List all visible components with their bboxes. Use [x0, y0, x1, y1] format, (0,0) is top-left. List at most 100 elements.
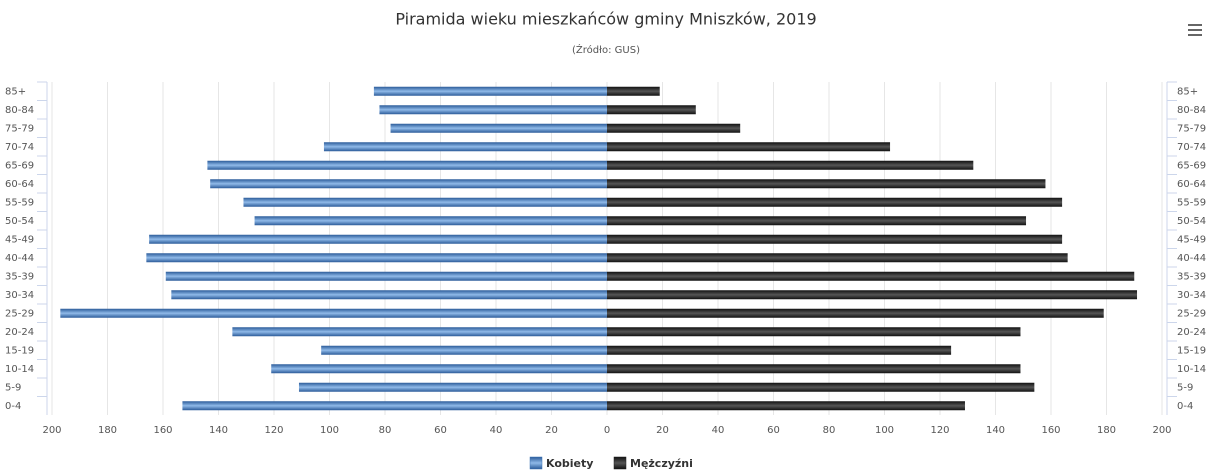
bar: [607, 327, 1021, 337]
y-tick-label: 50-54: [1177, 216, 1206, 227]
bar: [607, 142, 891, 152]
bar: [149, 234, 607, 244]
bar: [379, 105, 607, 115]
bar: [60, 308, 607, 318]
chart-subtitle: (Źródło: GUS): [572, 43, 640, 56]
y-tick-label: 75-79: [5, 123, 34, 134]
bar: [243, 197, 607, 207]
y-tick-label: 60-64: [5, 179, 34, 190]
x-tick-label: 120: [264, 425, 283, 436]
chart-title: Piramida wieku mieszkańców gminy Mniszkó…: [395, 10, 816, 29]
bar: [210, 179, 608, 189]
bar: [607, 382, 1035, 392]
bar: [146, 253, 607, 263]
y-tick-label: 45-49: [5, 234, 34, 245]
menu-button[interactable]: [1188, 24, 1202, 36]
bar: [271, 364, 607, 374]
bar: [607, 364, 1021, 374]
y-tick-label: 5-9: [5, 382, 21, 393]
x-tick-label: 180: [1097, 425, 1116, 436]
bar: [607, 105, 696, 115]
bar: [607, 271, 1135, 281]
x-tick-label: 160: [1041, 425, 1060, 436]
y-tick-label: 35-39: [1177, 271, 1206, 282]
x-tick-label: 140: [986, 425, 1005, 436]
y-tick-label: 75-79: [1177, 123, 1206, 134]
x-tick-label: 80: [379, 425, 392, 436]
x-tick-label: 100: [875, 425, 894, 436]
bar: [321, 345, 607, 355]
y-tick-label: 35-39: [5, 271, 34, 282]
legend-label: Kobiety: [546, 457, 593, 470]
bar: [607, 290, 1138, 300]
bar: [232, 327, 607, 337]
y-tick-label: 0-4: [5, 401, 21, 412]
x-tick-label: 200: [42, 425, 61, 436]
x-tick-label: 40: [490, 425, 503, 436]
y-tick-label: 60-64: [1177, 179, 1206, 190]
bar: [607, 179, 1046, 189]
y-tick-label: 40-44: [1177, 253, 1206, 264]
x-tick-label: 60: [767, 425, 780, 436]
bar: [171, 290, 607, 300]
x-tick-label: 80: [823, 425, 836, 436]
bar: [607, 86, 660, 96]
x-tick-label: 40: [712, 425, 725, 436]
y-tick-label: 30-34: [5, 290, 34, 301]
bar: [254, 216, 607, 226]
y-tick-label: 20-24: [1177, 327, 1206, 338]
y-tick-label: 85+: [1177, 86, 1198, 97]
y-tick-label: 50-54: [5, 216, 34, 227]
y-tick-label: 80-84: [5, 105, 34, 116]
bar: [373, 86, 607, 96]
y-tick-label: 70-74: [5, 142, 34, 153]
y-tick-label: 80-84: [1177, 105, 1206, 116]
y-tick-label: 55-59: [1177, 197, 1206, 208]
bar: [607, 160, 974, 170]
y-tick-label: 65-69: [1177, 160, 1206, 171]
y-tick-label: 15-19: [1177, 345, 1206, 356]
x-tick-label: 140: [209, 425, 228, 436]
y-tick-label: 5-9: [1177, 382, 1193, 393]
bar: [323, 142, 607, 152]
bar: [607, 234, 1063, 244]
x-tick-label: 20: [545, 425, 558, 436]
y-tick-label: 20-24: [5, 327, 34, 338]
y-tick-label: 30-34: [1177, 290, 1206, 301]
legend-swatch: [529, 456, 543, 470]
y-tick-label: 25-29: [1177, 308, 1206, 319]
bar: [607, 401, 965, 411]
bar: [607, 253, 1068, 263]
x-tick-label: 160: [153, 425, 172, 436]
y-tick-label: 55-59: [5, 197, 34, 208]
bar: [607, 123, 741, 133]
bar: [390, 123, 607, 133]
bar: [298, 382, 607, 392]
x-tick-label: 120: [930, 425, 949, 436]
bar: [607, 216, 1027, 226]
legend-label: Mężczyźni: [630, 457, 693, 470]
y-tick-label: 85+: [5, 86, 26, 97]
bar: [607, 197, 1063, 207]
x-tick-label: 60: [434, 425, 447, 436]
bar: [607, 308, 1104, 318]
y-tick-label: 15-19: [5, 345, 34, 356]
bar: [182, 401, 608, 411]
bar: [165, 271, 607, 281]
y-tick-label: 40-44: [5, 253, 34, 264]
bar: [607, 345, 952, 355]
y-tick-label: 70-74: [1177, 142, 1206, 153]
y-tick-label: 45-49: [1177, 234, 1206, 245]
x-tick-label: 100: [320, 425, 339, 436]
bar: [207, 160, 607, 170]
legend-swatch: [613, 456, 627, 470]
x-tick-label: 200: [1152, 425, 1171, 436]
x-tick-label: 0: [604, 425, 610, 436]
y-tick-label: 10-14: [1177, 364, 1206, 375]
x-tick-label: 20: [656, 425, 669, 436]
y-tick-label: 25-29: [5, 308, 34, 319]
y-tick-label: 65-69: [5, 160, 34, 171]
y-tick-label: 10-14: [5, 364, 34, 375]
y-tick-label: 0-4: [1177, 401, 1193, 412]
